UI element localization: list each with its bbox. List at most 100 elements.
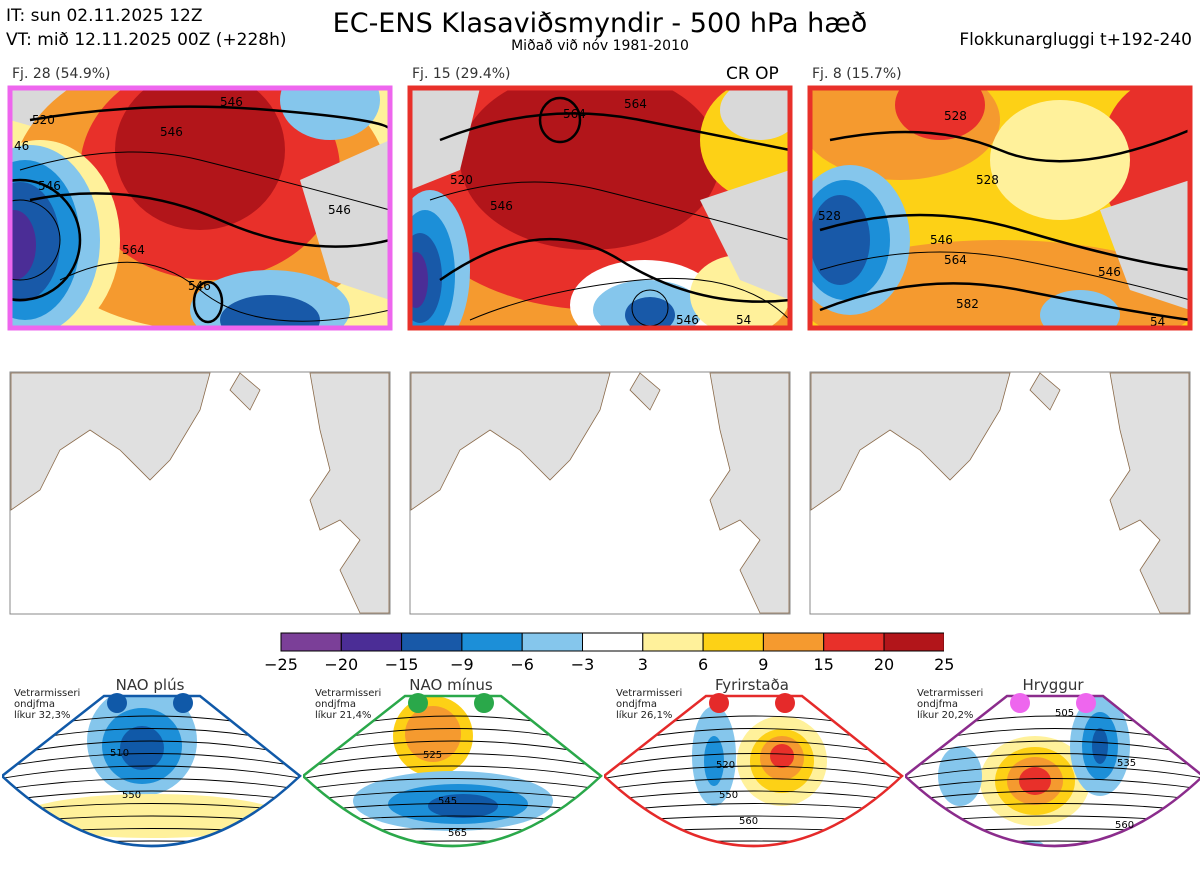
colorbar-tick-label: −25 <box>264 655 298 674</box>
regime-info: Vetrarmisseri ondjfma líkur 21,4% <box>315 688 381 721</box>
colorbar-tick-label: 3 <box>638 655 648 674</box>
cluster-3-map: 528 528 528 546 564 582 546 54 <box>790 80 1200 342</box>
cluster-1-contour-label: 546 <box>220 95 243 109</box>
colorbar-tick-label: −15 <box>385 655 419 674</box>
regime-info: Vetrarmisseri ondjfma líkur 26,1% <box>616 688 682 721</box>
regime-info: Vetrarmisseri ondjfma líkur 20,2% <box>917 688 983 721</box>
cluster-maps: 520 546 546 546 564 546 46 546 564 564 5… <box>0 80 1200 342</box>
regime-dot-icon <box>474 693 494 713</box>
cluster-2-map: 564 564 520 546 546 54 <box>390 80 820 342</box>
colorbar-swatch <box>763 633 823 651</box>
anomaly-shading <box>938 746 982 806</box>
anomaly-shading <box>770 744 794 768</box>
regime-contour-label: 535 <box>1117 758 1136 769</box>
colorbar-tick-label: 15 <box>814 655 834 674</box>
regime-dot-icon <box>107 693 127 713</box>
regime-info-line: líkur 20,2% <box>917 710 983 721</box>
regime-title: NAO mínus <box>409 676 492 694</box>
cluster-3-contour-label: 528 <box>818 209 841 223</box>
colorbar-tick-label: −6 <box>510 655 534 674</box>
colorbar-swatch <box>824 633 884 651</box>
regime-dot-icon <box>775 693 795 713</box>
colorbar-tick-label: −9 <box>450 655 474 674</box>
empty-map-2 <box>410 372 790 614</box>
cluster-2-contour-label: 54 <box>736 313 751 327</box>
classification-window: Flokkunargluggi t+192-240 <box>959 30 1192 50</box>
regime-dot-icon <box>1010 693 1030 713</box>
cluster-2-contour-label: 564 <box>563 107 586 121</box>
cluster-3-contour-label: 546 <box>930 233 953 247</box>
regime-title: Fyrirstaða <box>715 676 789 694</box>
colorbar-swatch <box>341 633 401 651</box>
regime-dot-icon <box>1076 693 1096 713</box>
regime-contour-label: 565 <box>448 828 467 839</box>
cluster-2-contour-label: 546 <box>490 199 513 213</box>
empty-map-3 <box>810 372 1190 614</box>
regime-title: NAO plús <box>116 676 185 694</box>
empty-maps <box>0 370 1200 616</box>
regime-info-line: ondjfma <box>917 699 983 710</box>
colorbar-tick-label: 25 <box>934 655 954 674</box>
cluster-3-contour-label: 546 <box>1098 265 1121 279</box>
regime-contour-label: 510 <box>110 748 129 759</box>
regime-info-line: Vetrarmisseri <box>616 688 682 699</box>
regime-contour-label: 525 <box>423 750 442 761</box>
cluster-2-contour-label: 546 <box>676 313 699 327</box>
regime-panel: 520 550 560 Fyrirstaða Vetrarmisseri ondjfma l… <box>604 676 904 868</box>
colorbar-tick-label: −20 <box>324 655 358 674</box>
colorbar-swatch <box>703 633 763 651</box>
cluster-1-map: 520 546 546 546 564 546 46 546 <box>0 80 390 342</box>
regime-dot-icon <box>709 693 729 713</box>
colorbar <box>280 632 944 652</box>
cluster-3-contour-label: 528 <box>944 109 967 123</box>
regime-panel: 505 535 560 Hryggur Vetrarmisseri ondjfma líku… <box>905 676 1200 868</box>
empty-map-1 <box>10 372 390 614</box>
regime-contour-label: 560 <box>739 816 758 827</box>
cluster-1-contour-label: 546 <box>328 203 351 217</box>
cluster-1-contour-label: 546 <box>160 125 183 139</box>
regime-info-line: Vetrarmisseri <box>315 688 381 699</box>
regime-info: Vetrarmisseri ondjfma líkur 32,3% <box>14 688 80 721</box>
cluster-1-contour-label: 546 <box>188 279 211 293</box>
cluster-3-contour-label: 528 <box>976 173 999 187</box>
colorbar-swatch <box>281 633 341 651</box>
colorbar-swatch <box>643 633 703 651</box>
regime-info-line: ondjfma <box>14 699 80 710</box>
colorbar-swatch <box>402 633 462 651</box>
regime-contour-label: 550 <box>122 790 141 801</box>
colorbar-swatch <box>522 633 582 651</box>
colorbar-tick-label: 20 <box>874 655 894 674</box>
colorbar-swatch <box>884 633 944 651</box>
regime-title: Hryggur <box>1022 676 1083 694</box>
regime-contour-label: 520 <box>716 760 735 771</box>
cluster-1-contour-label: 46 <box>14 139 29 153</box>
regime-panel: 510 550 NAO plús Vetrarmisseri ondjfma líkur … <box>2 676 302 868</box>
cluster-2-contour-label: 520 <box>450 173 473 187</box>
cluster-3-contour-label: 582 <box>956 297 979 311</box>
regime-info-line: Vetrarmisseri <box>14 688 80 699</box>
colorbar-swatch <box>462 633 522 651</box>
anomaly-shading <box>1092 728 1108 764</box>
regime-info-line: ondjfma <box>315 699 381 710</box>
regime-info-line: líkur 26,1% <box>616 710 682 721</box>
regime-info-line: Vetrarmisseri <box>917 688 983 699</box>
regime-contour-label: 505 <box>1055 708 1074 719</box>
cluster-2-contour-label: 564 <box>624 97 647 111</box>
cluster-1-contour-label: 520 <box>32 113 55 127</box>
regime-contour-label: 560 <box>1115 820 1134 831</box>
colorbar-tick-label: −3 <box>571 655 595 674</box>
cluster-3-contour-label: 564 <box>944 253 967 267</box>
regime-info-line: líkur 32,3% <box>14 710 80 721</box>
regime-info-line: ondjfma <box>616 699 682 710</box>
regime-dot-icon <box>173 693 193 713</box>
cluster-1-contour-label: 546 <box>38 179 61 193</box>
regime-panel: 525 545 565 NAO mínus Vetrarmisseri ondjfma lí… <box>303 676 603 868</box>
regime-contour-label: 550 <box>719 790 738 801</box>
regime-contour-label: 545 <box>438 796 457 807</box>
colorbar-tick-label: 6 <box>698 655 708 674</box>
regime-dot-icon <box>408 693 428 713</box>
cluster-1-contour-label: 564 <box>122 243 145 257</box>
regime-info-line: líkur 21,4% <box>315 710 381 721</box>
colorbar-swatch <box>583 633 643 651</box>
colorbar-tick-label: 9 <box>758 655 768 674</box>
